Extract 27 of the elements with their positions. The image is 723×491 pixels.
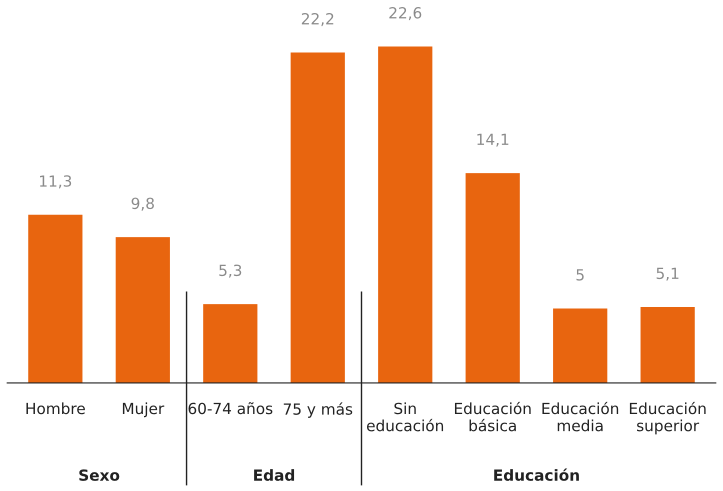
x-tick-label: Educación media [542,402,618,432]
bar [116,237,170,383]
text: Educación [494,468,579,481]
data-label: 11,3 [40,175,72,188]
bar [553,308,608,383]
x-tick-label: Educación básica [454,402,531,432]
bar [203,304,258,383]
bar [378,46,432,383]
bar [640,307,695,383]
bar [466,173,520,383]
data-label: 22,2 [302,12,334,26]
data-label: 5,1 [656,268,678,281]
data-label: 5 [576,269,584,281]
text: Sexo [79,469,120,481]
x-tick-label: Sin educación [366,402,444,432]
data-label: 5,3 [219,264,242,278]
x-tick-label: 75 y más [284,402,352,418]
x-tick-label: Educación superior [630,402,706,434]
x-tick-label: Hombre [26,402,85,414]
x-tick-label: 60-74 años [188,402,272,414]
x-tick-label: Mujer [122,402,164,418]
data-label: 9,8 [132,198,154,211]
bar [28,214,82,383]
data-label: 14,1 [477,134,508,147]
text: Edad [254,469,294,481]
bar [290,52,345,383]
data-label: 22,6 [389,7,422,20]
